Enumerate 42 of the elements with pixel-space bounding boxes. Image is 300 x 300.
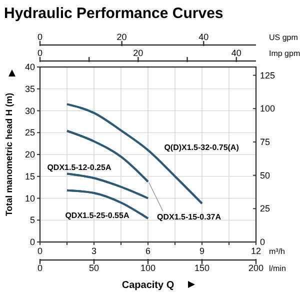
- x-axis-title: l/min: [269, 264, 286, 273]
- x-tick-label: 200: [248, 263, 264, 273]
- x-tick-label: 100: [140, 263, 156, 273]
- x-tick-label: 3: [91, 246, 97, 256]
- y-tick-label: 20: [24, 150, 35, 160]
- y-tick-label: 35: [24, 84, 35, 94]
- x-tick-label: 150: [194, 263, 210, 273]
- y-tick-label: 10: [24, 193, 35, 204]
- x2-tick-label: 40: [198, 32, 209, 42]
- x2-tick-label: 0: [37, 32, 43, 42]
- x-tick-label: 0: [37, 263, 43, 273]
- y-tick-label: 40: [24, 62, 35, 72]
- y-tick-label: 30: [24, 106, 35, 116]
- x2-axis-title: Imp gpm: [269, 49, 300, 58]
- y-tick-label: 15: [24, 171, 35, 182]
- y2-tick-label: 100: [260, 104, 276, 114]
- x-tick-label: 9: [199, 246, 205, 256]
- x-tick-label: 0: [37, 246, 43, 256]
- y-tick-label: 0: [30, 237, 35, 247]
- series-label: Q(D)X1.5-32-0.75(A): [164, 143, 240, 152]
- text: m³/h: [269, 247, 285, 256]
- x2-tick-label: 20: [133, 48, 144, 58]
- x-axis-title: Capacity Q: [122, 280, 174, 291]
- y-axis-title: Total manometric head H (m): [4, 92, 14, 216]
- x-tick-label: 6: [145, 246, 151, 256]
- series-label: QDX1.5-25-0.55A: [65, 210, 130, 220]
- x2-tick-label: 40: [231, 48, 242, 58]
- y2-tick-label: 50: [260, 170, 270, 180]
- series-label: QDX1.5-12-0.25A: [47, 162, 112, 172]
- x-tick-label: 12: [250, 246, 262, 256]
- x2-axis-title: US gpm: [269, 33, 298, 42]
- x-tick-label: 50: [88, 263, 100, 273]
- y2-tick-label: 0: [260, 237, 266, 247]
- x2-tick-label: 20: [116, 32, 127, 42]
- chart-title: Hydraulic Performance Curves: [4, 5, 224, 22]
- text: QDX1.5-15-0.37A: [157, 212, 222, 222]
- y-tick-label: 5: [30, 215, 35, 226]
- y-tick-label: 25: [24, 128, 35, 138]
- y2-tick-label: 75: [260, 136, 270, 147]
- x2-tick-label: 0: [37, 48, 43, 58]
- y2-tick-label: 25: [260, 204, 270, 214]
- y2-tick-label: 125: [260, 70, 276, 80]
